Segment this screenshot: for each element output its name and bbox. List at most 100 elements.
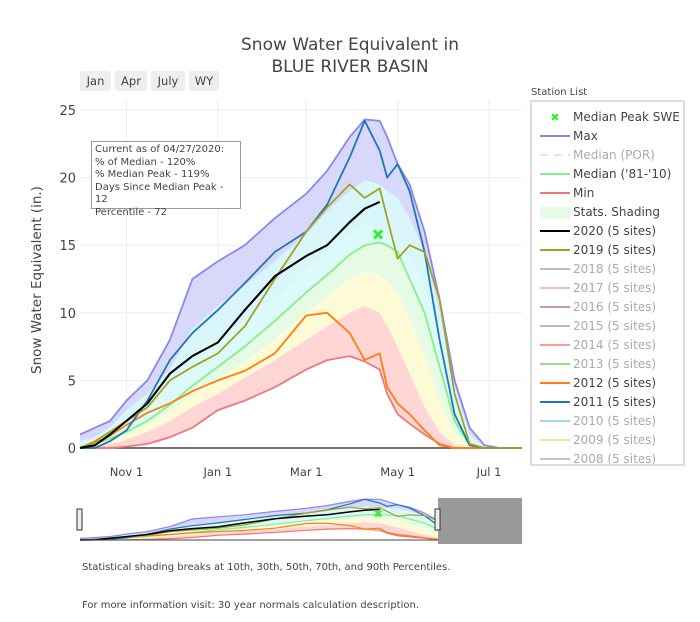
info-current-date: Current as of 04/27/2020: bbox=[95, 144, 225, 155]
band-p70-p90 bbox=[80, 180, 522, 449]
mini-median-peak-marker bbox=[374, 509, 383, 518]
range-slider-left-handle[interactable] bbox=[76, 508, 83, 531]
series-line-2019-5-sites- bbox=[79, 183, 522, 449]
legend-line-icon bbox=[540, 135, 570, 137]
legend-item-label: Median ('81-'10) bbox=[573, 167, 672, 181]
legend-item-label: 2017 (5 sites) bbox=[573, 281, 657, 295]
footnote-shading: Statistical shading breaks at 10th, 30th… bbox=[82, 562, 451, 573]
legend-item-label: 2020 (5 sites) bbox=[573, 224, 657, 238]
range-button-wy[interactable]: WY bbox=[189, 71, 219, 91]
legend-line-icon bbox=[540, 401, 570, 403]
mini-series-line-2020-5-sites- bbox=[79, 508, 380, 541]
legend-item[interactable]: 2020 (5 sites) bbox=[532, 222, 683, 241]
legend-item[interactable]: 2012 (5 sites) bbox=[532, 374, 683, 393]
legend-line-icon bbox=[540, 173, 570, 175]
info-pct-median: % of Median - 120% bbox=[95, 156, 196, 168]
chart-title-line2: BLUE RIVER BASIN bbox=[271, 57, 429, 77]
legend-line-icon bbox=[540, 458, 570, 460]
legend-line-icon bbox=[540, 306, 570, 308]
legend-line-icon bbox=[540, 363, 570, 365]
legend-item-label: 2012 (5 sites) bbox=[573, 376, 657, 390]
median-peak-marker bbox=[373, 229, 384, 240]
series-line-2011-5-sites- bbox=[80, 119, 522, 449]
legend-item-label: 2018 (5 sites) bbox=[573, 262, 657, 276]
legend-item[interactable]: Max bbox=[532, 127, 683, 146]
current-info-box: Current as of 04/27/2020: % of Median - … bbox=[91, 141, 241, 218]
band-p10-p30 bbox=[80, 272, 522, 448]
station-list-title: Station List bbox=[531, 87, 588, 98]
legend-line-icon bbox=[540, 192, 570, 194]
series-line-2012-5-sites- bbox=[79, 311, 522, 449]
footnote-more-info[interactable]: For more information visit: 30 year norm… bbox=[82, 600, 420, 611]
legend-item-label: Max bbox=[573, 129, 598, 143]
legend-item[interactable]: 2016 (5 sites) bbox=[532, 298, 683, 317]
mini-band-p10-p30 bbox=[80, 518, 522, 540]
x-tick-label: Jul 1 bbox=[476, 465, 502, 479]
legend-item-label: Min bbox=[573, 186, 595, 200]
legend-item[interactable]: 2015 (5 sites) bbox=[532, 317, 683, 336]
info-days-since-peak: Days Since Median Peak - 12 bbox=[95, 181, 224, 206]
x-tick-label: May 1 bbox=[380, 465, 415, 479]
legend-item[interactable]: 2013 (5 sites) bbox=[532, 355, 683, 374]
legend-item[interactable]: 2010 (5 sites) bbox=[532, 412, 683, 431]
legend-line-icon bbox=[540, 382, 570, 384]
y-tick-label: 10 bbox=[59, 307, 76, 322]
legend-item-label: 2015 (5 sites) bbox=[573, 319, 657, 333]
legend-item[interactable]: 2009 (5 sites) bbox=[532, 431, 683, 450]
x-tick-label: Nov 1 bbox=[110, 465, 143, 479]
info-pct-median-peak: % Median Peak - 119% bbox=[95, 169, 210, 180]
legend-item[interactable]: 2018 (5 sites) bbox=[532, 260, 683, 279]
band-min-p10 bbox=[80, 306, 522, 448]
legend-item-label: 2013 (5 sites) bbox=[573, 357, 657, 371]
legend-item[interactable]: 2008 (5 sites) bbox=[532, 450, 683, 466]
y-tick-label: 5 bbox=[68, 374, 76, 389]
legend-item[interactable]: 2014 (5 sites) bbox=[532, 336, 683, 355]
legend-item[interactable]: 2017 (5 sites) bbox=[532, 279, 683, 298]
y-tick-label: 20 bbox=[59, 172, 76, 187]
range-slider-right-handle[interactable] bbox=[434, 508, 441, 531]
legend-fill-icon bbox=[540, 207, 570, 219]
legend-item[interactable]: Median (POR) bbox=[532, 146, 683, 165]
x-tick-label: Jan 1 bbox=[202, 465, 232, 479]
series-line-2020-5-sites- bbox=[79, 200, 381, 450]
y-tick-label: 15 bbox=[59, 239, 76, 254]
legend-item[interactable]: Min bbox=[532, 184, 683, 203]
info-percentile: Percentile - 72 bbox=[95, 206, 168, 218]
legend-dash-icon bbox=[540, 154, 570, 156]
legend-line-icon bbox=[540, 287, 570, 289]
chart-title: Snow Water Equivalent in BLUE RIVER BASI… bbox=[0, 34, 700, 78]
series-line-max bbox=[79, 118, 522, 449]
legend-item[interactable]: 2011 (5 sites) bbox=[532, 393, 683, 412]
range-button-july[interactable]: July bbox=[151, 71, 185, 91]
legend-item[interactable]: Stats. Shading bbox=[532, 203, 683, 222]
mini-band-below-min bbox=[80, 528, 522, 540]
mini-band-p30-p50 bbox=[80, 514, 522, 540]
range-button-jan[interactable]: Jan bbox=[80, 71, 111, 91]
legend-line-icon bbox=[540, 420, 570, 422]
legend-item-label: Median Peak SWE bbox=[573, 110, 680, 124]
band-p50-p70 bbox=[80, 224, 522, 448]
legend-item[interactable]: ✖ Median Peak SWE bbox=[532, 108, 683, 127]
range-slider-unselected-area bbox=[438, 498, 522, 544]
axes: 0 5 10 15 20 25 Nov 1 Jan 1 Mar 1 May 1 Jul 1 bbox=[59, 104, 501, 479]
legend-item[interactable]: Median ('81-'10) bbox=[532, 165, 683, 184]
legend-line-icon bbox=[540, 325, 570, 327]
series-line-median-81-10- bbox=[79, 241, 522, 449]
x-tick-label: Mar 1 bbox=[290, 465, 323, 479]
legend-item-label: 2011 (5 sites) bbox=[573, 395, 657, 409]
band-p30-p50 bbox=[80, 242, 522, 448]
y-tick-label: 25 bbox=[59, 104, 76, 119]
range-button-apr[interactable]: Apr bbox=[115, 71, 147, 91]
legend-item-label: 2016 (5 sites) bbox=[573, 300, 657, 314]
series-lines bbox=[79, 118, 522, 450]
legend-item[interactable]: 2019 (5 sites) bbox=[532, 241, 683, 260]
legend-marker-icon: ✖ bbox=[550, 111, 560, 124]
legend-item-label: Median (POR) bbox=[573, 148, 655, 162]
legend-item-label: 2008 (5 sites) bbox=[573, 452, 657, 466]
legend-item-label: 2019 (5 sites) bbox=[573, 243, 657, 257]
band-below-min bbox=[80, 356, 522, 448]
legend-line-icon bbox=[540, 249, 570, 251]
legend-item-label: 2014 (5 sites) bbox=[573, 338, 657, 352]
legend-item-label: 2010 (5 sites) bbox=[573, 414, 657, 428]
median-peak-x bbox=[373, 229, 384, 240]
